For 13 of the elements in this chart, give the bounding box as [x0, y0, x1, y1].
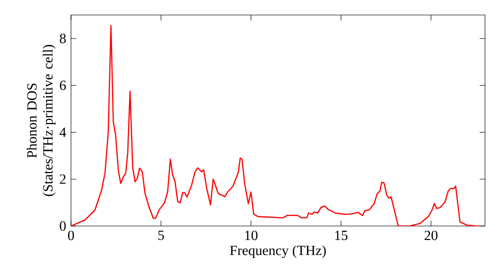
line-series — [71, 24, 480, 226]
y-tick-label: 0 — [60, 221, 66, 231]
x-tick-label: 5 — [158, 230, 164, 240]
x-tick-label: 20 — [424, 230, 438, 240]
y-tick-label: 2 — [60, 174, 66, 184]
y-axis-title: Phonon DOS (States/THz·primitive cell) — [26, 44, 56, 196]
x-axis-title: Frequency (THz) — [230, 245, 326, 258]
x-tick-label: 0 — [68, 230, 74, 240]
y-tick-label: 8 — [60, 34, 66, 44]
y-tick-label: 4 — [60, 128, 66, 137]
x-tick-label: 15 — [335, 230, 348, 240]
y-tick-label: 6 — [60, 80, 66, 90]
x-tick-label: 10 — [245, 230, 258, 240]
